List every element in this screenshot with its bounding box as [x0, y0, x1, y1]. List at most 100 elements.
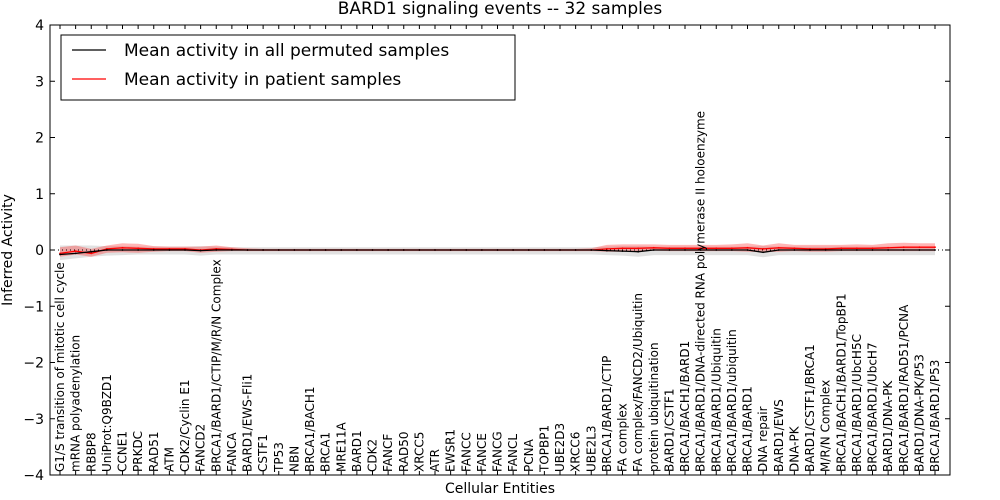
data-point-permuted	[559, 249, 561, 251]
x-tick-label: BRCA1/BARD1/ubiquitin	[725, 329, 739, 472]
data-point-patient	[871, 247, 874, 250]
data-point-permuted	[480, 249, 483, 251]
x-tick-label: BARD1	[350, 430, 364, 472]
data-point-permuted	[137, 249, 140, 251]
x-tick-label: BARD1/DNA-PK	[881, 380, 895, 472]
data-point-permuted	[512, 249, 515, 251]
data-point-permuted	[934, 249, 936, 251]
data-point-permuted	[152, 249, 155, 251]
x-tick-label: BRCA1	[319, 432, 333, 472]
x-tick-label: BARD1/CSTF1/BRCA1	[803, 344, 817, 472]
data-point-permuted	[855, 249, 858, 251]
x-tick-label: CDK2/Cyclin E1	[178, 379, 192, 472]
data-point-permuted	[684, 249, 686, 251]
chart-title: BARD1 signaling events -- 32 samples	[338, 0, 663, 19]
x-tick-label: mRNA polyadenylation	[69, 335, 83, 472]
data-point-permuted	[809, 249, 811, 251]
x-tick-label: BRCA1/BARD1	[741, 386, 755, 472]
data-point-patient	[840, 247, 843, 250]
data-point-permuted	[371, 249, 374, 251]
x-tick-label: XRCC6	[569, 432, 583, 472]
data-point-patient	[90, 252, 93, 255]
data-point-patient	[74, 250, 77, 253]
x-tick-label: ATM	[162, 447, 176, 472]
data-point-permuted	[246, 249, 249, 251]
data-point-patient	[668, 247, 671, 250]
data-point-permuted	[652, 249, 655, 251]
data-point-permuted	[74, 252, 77, 255]
x-tick-label: M/R/N Complex	[819, 380, 833, 472]
x-tick-label: RBBP8	[84, 432, 98, 472]
data-point-permuted	[918, 249, 921, 251]
data-point-patient	[137, 247, 140, 250]
data-point-permuted	[355, 249, 358, 251]
data-point-permuted	[168, 249, 171, 251]
data-point-permuted	[105, 249, 108, 251]
x-tick-label: BRCA1/BARD1/CTIP	[600, 356, 614, 472]
data-point-patient	[934, 246, 936, 249]
legend-label: Mean activity in all permuted samples	[124, 41, 449, 61]
data-point-permuted	[215, 249, 218, 251]
x-tick-label: BRCA1/BARD1/P53	[928, 360, 942, 472]
data-point-permuted	[887, 249, 890, 251]
legend-box	[60, 34, 516, 101]
data-point-permuted	[387, 249, 390, 251]
data-point-permuted	[699, 249, 702, 251]
x-tick-label: FANCG	[491, 431, 505, 472]
data-point-permuted	[340, 249, 343, 251]
y-tick-label: 4	[35, 18, 44, 34]
plot-area: −4 −3 −2 −1 0 1 2 3 4 G1/S transition of mitotic …	[23, 18, 951, 484]
x-tick-label: BARD1/CSTF1	[662, 388, 676, 472]
data-point-permuted	[230, 249, 233, 251]
data-point-patient	[121, 246, 124, 249]
y-tick-label: −2	[23, 356, 44, 372]
x-tick-label: TP53	[272, 442, 286, 473]
x-tick-label: CCNE1	[116, 431, 130, 472]
data-point-permuted	[730, 249, 733, 251]
y-tick-label: 1	[35, 187, 44, 203]
x-tick-label: FANCC	[459, 432, 473, 472]
x-tick-label: BRCA1/BACH1/BARD1/TopBP1	[834, 293, 848, 472]
data-point-patient	[746, 246, 749, 249]
data-point-patient	[621, 247, 624, 250]
data-point-patient	[652, 246, 655, 249]
data-point-patient	[793, 247, 796, 250]
x-tick-label: ATR	[428, 449, 442, 472]
data-point-permuted	[902, 249, 905, 251]
x-tick-label: BARD1/EWS	[772, 399, 786, 472]
data-point-permuted	[309, 249, 311, 251]
x-tick-label: TOPBP1	[537, 425, 551, 473]
data-point-permuted	[715, 249, 718, 251]
x-tick-label: BRCA1/BARD1/Ubiquitin	[709, 328, 723, 472]
data-point-permuted	[434, 249, 436, 251]
data-point-permuted	[840, 249, 843, 251]
x-tick-label: CDK2	[366, 439, 380, 472]
x-tick-label: FA complex/FANCD2/Ubiquitin	[631, 293, 645, 472]
data-point-permuted	[824, 249, 827, 251]
data-point-permuted	[621, 250, 624, 253]
x-tick-label: MRE11A	[334, 421, 348, 472]
data-point-permuted	[324, 249, 327, 251]
data-point-permuted	[402, 249, 405, 251]
x-tick-label: RAD51	[147, 431, 161, 472]
data-point-patient	[715, 247, 718, 250]
x-tick-label: PRKDC	[131, 431, 145, 472]
y-tick-label: 3	[35, 74, 44, 90]
data-point-patient	[777, 246, 780, 249]
y-axis-label: Inferred Activity	[0, 194, 16, 306]
y-tick-label: −4	[23, 468, 44, 484]
data-point-permuted	[465, 249, 468, 251]
data-point-patient	[684, 247, 686, 250]
data-point-patient	[762, 247, 765, 250]
data-point-permuted	[605, 249, 608, 252]
data-point-permuted	[668, 249, 671, 251]
x-tick-label: BRCA1/BARD1/RAD51/PCNA	[897, 304, 911, 472]
x-tick-label: XRCC5	[412, 432, 426, 472]
y-tick-label: 2	[35, 131, 44, 147]
x-tick-label: DNA repair	[756, 406, 770, 472]
data-point-permuted	[59, 253, 61, 256]
data-point-permuted	[871, 249, 874, 251]
x-tick-label: DNA-PK	[787, 425, 801, 472]
x-tick-label: UBE2L3	[584, 425, 598, 472]
x-axis-label: Cellular Entities	[445, 481, 555, 497]
